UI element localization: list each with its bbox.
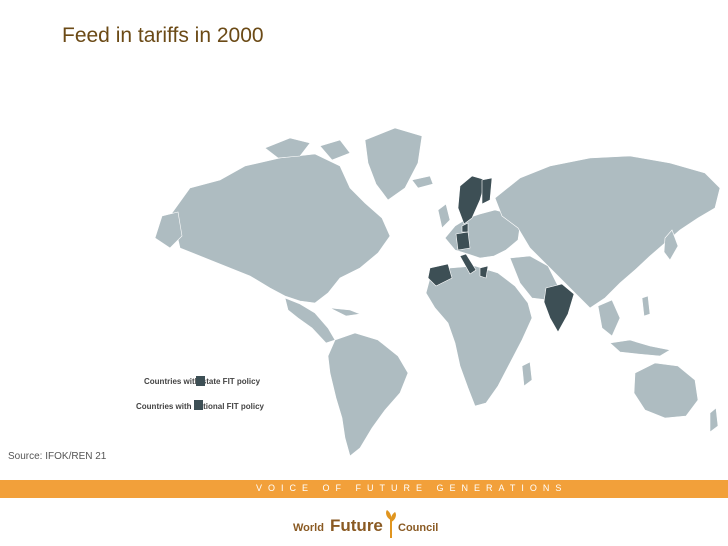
- logo-word-council: Council: [398, 522, 439, 534]
- arctic-islands: [264, 137, 311, 159]
- sprout-icon: [386, 510, 396, 538]
- logo-word-future: Future: [330, 516, 383, 535]
- world-map: [154, 127, 721, 457]
- logo-word-world: World: [293, 522, 324, 534]
- australia: [633, 362, 699, 419]
- africa: [425, 265, 533, 407]
- spain-fit: [427, 263, 453, 287]
- greece-fit: [479, 265, 489, 279]
- arctic-islands-2: [319, 139, 351, 161]
- source-note: Source: IFOK/REN 21: [8, 451, 107, 462]
- italy-fit: [459, 253, 477, 275]
- footer-tagline: VOICE OF FUTURE GENERATIONS: [256, 483, 568, 493]
- finland-fit: [481, 177, 493, 205]
- philippines: [641, 295, 651, 317]
- japan: [663, 229, 679, 261]
- greenland: [364, 127, 423, 201]
- footer-band: VOICE OF FUTURE GENERATIONS: [0, 480, 728, 498]
- iceland: [411, 175, 434, 189]
- slide-title: Feed in tariffs in 2000: [62, 24, 264, 47]
- central-america: [284, 297, 336, 344]
- indonesia: [609, 339, 671, 357]
- india-fit: [543, 283, 575, 333]
- north-america: [171, 153, 391, 304]
- new-zealand: [709, 407, 719, 433]
- germany-fit: [455, 231, 471, 251]
- legend-national-swatch: [194, 400, 203, 410]
- asia: [494, 155, 721, 309]
- south-america: [327, 332, 409, 457]
- alaska: [154, 211, 183, 249]
- scandinavia-fit: [457, 175, 487, 225]
- southeast-asia: [597, 299, 621, 337]
- madagascar: [521, 361, 533, 387]
- legend-state-swatch: [196, 376, 205, 386]
- uk: [437, 203, 451, 229]
- caribbean: [329, 307, 362, 317]
